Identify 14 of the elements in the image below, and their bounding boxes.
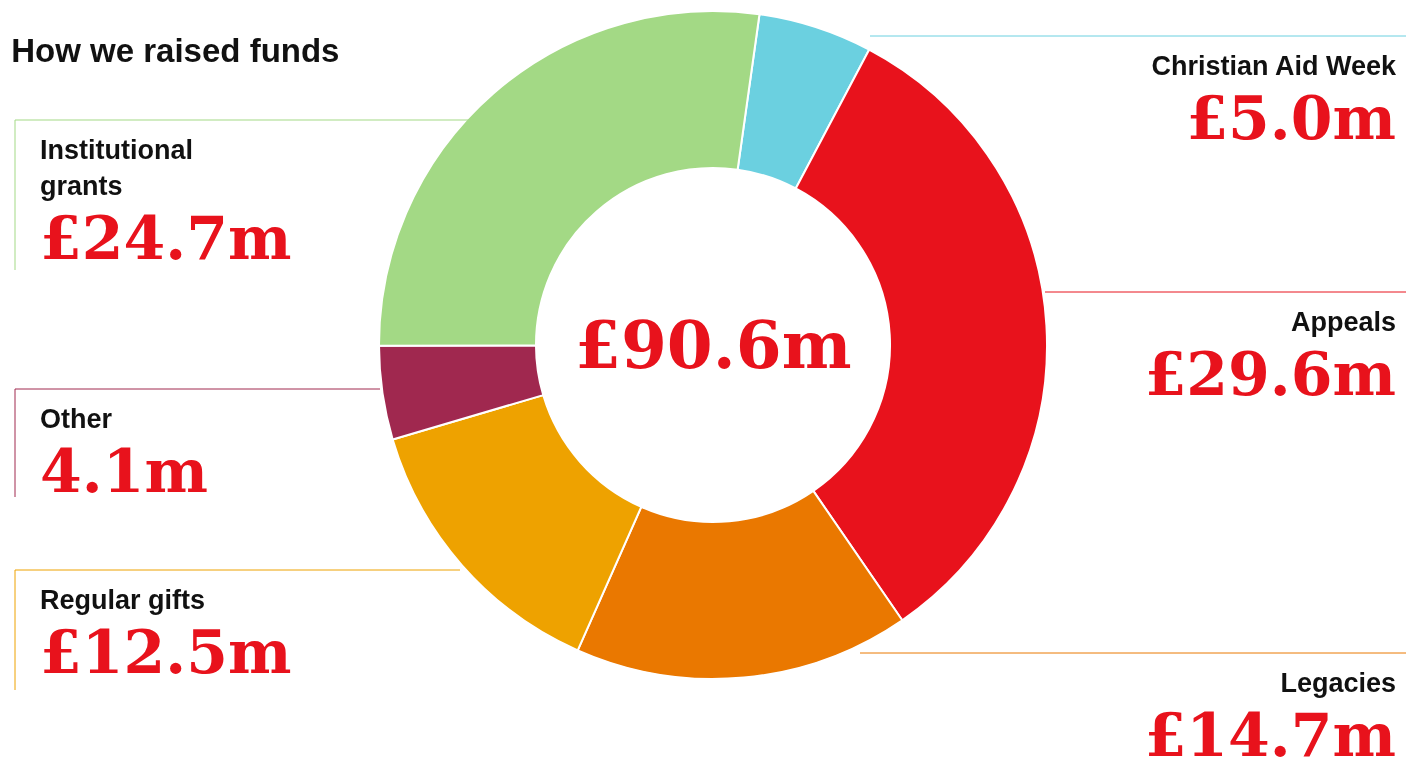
- slice-label: Christian Aid Week: [1151, 50, 1396, 83]
- data-label: £12.5m: [40, 617, 292, 687]
- slice-label: Appeals: [1289, 306, 1396, 339]
- data-label: £14.7m: [1144, 700, 1396, 770]
- slice-label: Legacies: [1279, 667, 1396, 700]
- slice-label: Other: [40, 403, 113, 436]
- text: £90.6m: [575, 306, 852, 384]
- data-label: 4.1m: [40, 436, 208, 506]
- data-label: £5.0m: [1185, 83, 1396, 153]
- text: How we raised funds: [11, 31, 340, 69]
- slice-label: Institutional grants: [40, 134, 194, 203]
- slice-label: Regular gifts: [40, 584, 207, 617]
- data-label: £29.6m: [1144, 339, 1396, 409]
- data-label: £24.7m: [40, 203, 292, 273]
